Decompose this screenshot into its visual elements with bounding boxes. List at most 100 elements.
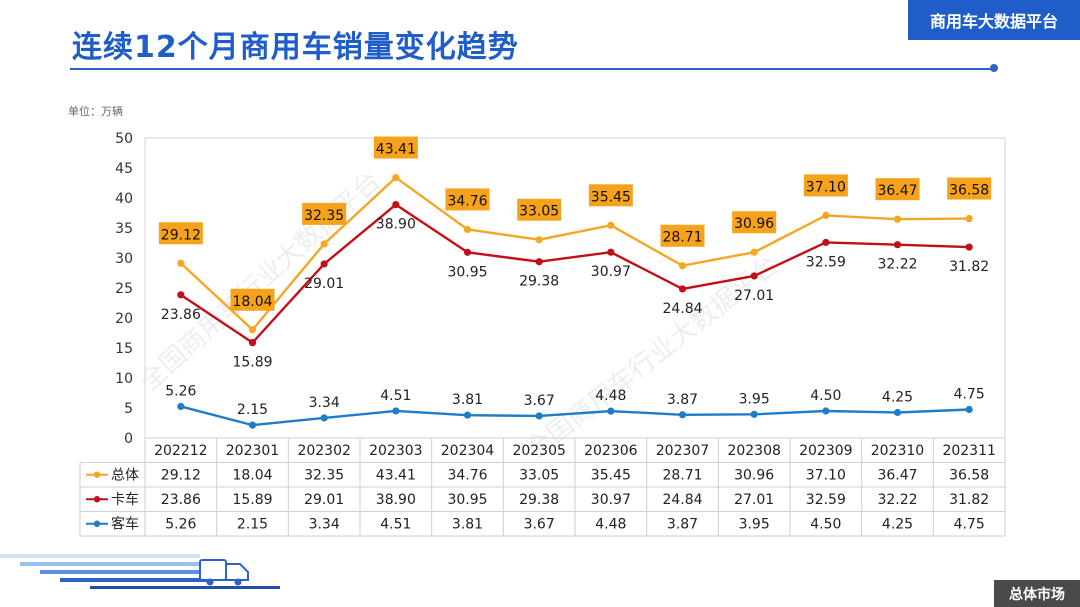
data-point-total <box>248 326 257 334</box>
data-label-box-total <box>230 288 275 311</box>
data-label-total: 33.05 <box>519 204 559 220</box>
data-label-bus: 4.75 <box>954 387 985 403</box>
data-label-truck: 32.22 <box>877 257 917 273</box>
data-label-total: 36.47 <box>877 183 917 199</box>
table-cell: 4.75 <box>954 517 985 533</box>
table-cell: 15.89 <box>232 492 272 508</box>
data-label-truck: 31.82 <box>949 259 989 275</box>
table-cell: 3.95 <box>739 517 770 533</box>
data-label-bus: 2.15 <box>237 402 268 418</box>
y-tick-label: 25 <box>115 281 133 297</box>
data-label-box-total <box>158 222 203 245</box>
table-cell: 4.48 <box>595 517 626 533</box>
table-cell: 28.71 <box>662 468 702 484</box>
brand-banner: 商用车大数据平台 <box>908 0 1080 40</box>
watermark-text: 全国商用车行业大数据平台 <box>521 250 785 466</box>
y-tick-label: 35 <box>115 221 133 237</box>
data-point-total <box>607 221 615 229</box>
x-tick-label: 202309 <box>799 443 852 459</box>
data-label-bus: 3.81 <box>452 392 483 408</box>
data-label-truck: 24.84 <box>662 301 702 317</box>
data-label-truck: 23.86 <box>161 307 201 323</box>
data-label-box-total <box>660 224 705 247</box>
table-cell: 29.12 <box>161 468 201 484</box>
x-tick-label: 202303 <box>369 443 422 459</box>
data-label-box-total <box>947 177 992 200</box>
data-label-total: 32.35 <box>304 208 344 224</box>
legend-marker <box>93 471 101 478</box>
data-point-truck <box>463 248 472 256</box>
y-tick-label: 30 <box>115 251 133 267</box>
title-divider <box>70 68 995 70</box>
y-tick-label: 20 <box>115 311 133 327</box>
data-label-bus: 4.25 <box>882 390 913 406</box>
data-label-truck: 38.90 <box>376 217 416 233</box>
data-label-truck: 32.59 <box>806 254 846 270</box>
table-cell: 3.34 <box>309 517 340 533</box>
data-point-total <box>893 215 902 223</box>
data-point-truck <box>893 241 902 249</box>
data-label-box-total <box>588 184 633 207</box>
table-cell: 30.95 <box>447 492 487 508</box>
data-label-total: 36.58 <box>949 183 989 199</box>
data-label-bus: 5.26 <box>165 383 196 399</box>
x-tick-label: 202306 <box>584 443 638 459</box>
data-label-total: 28.71 <box>662 230 702 246</box>
table-cell: 30.96 <box>734 468 774 484</box>
data-label-box-total <box>373 136 418 159</box>
table-cell: 30.97 <box>591 492 631 508</box>
section-tag: 总体市场 <box>994 580 1080 607</box>
data-point-bus <box>177 402 185 411</box>
data-point-truck <box>320 260 328 268</box>
table-cell: 27.01 <box>734 492 774 508</box>
data-point-total <box>822 211 830 219</box>
x-tick-label: 202311 <box>942 443 995 459</box>
data-point-total <box>965 214 973 223</box>
data-point-truck <box>392 201 400 209</box>
table-cell: 4.25 <box>882 517 913 533</box>
data-label-total: 30.96 <box>734 216 774 232</box>
x-tick-label: 202302 <box>297 443 350 459</box>
x-tick-label: 202310 <box>871 443 924 459</box>
y-tick-label: 40 <box>115 191 133 207</box>
x-tick-label: 202212 <box>154 443 207 459</box>
data-point-total <box>320 240 328 248</box>
x-tick-label: 202308 <box>727 443 780 459</box>
data-label-total: 37.10 <box>806 179 846 195</box>
table-cell: 36.47 <box>877 468 917 484</box>
data-point-bus <box>893 408 902 417</box>
table-cell: 23.86 <box>161 492 201 508</box>
data-point-total <box>750 248 758 256</box>
data-label-box-total <box>803 174 848 197</box>
data-label-truck: 30.95 <box>447 264 487 280</box>
table-cell: 32.59 <box>806 492 846 508</box>
data-point-total <box>463 225 472 234</box>
x-tick-label: 202307 <box>656 443 709 459</box>
data-label-total: 29.12 <box>161 227 201 243</box>
data-label-bus: 3.87 <box>667 392 698 408</box>
series-line-truck <box>180 203 970 344</box>
table-cell: 33.05 <box>519 468 559 484</box>
x-tick-label: 202305 <box>512 443 565 459</box>
x-tick-label: 202301 <box>226 443 279 459</box>
data-point-total <box>535 236 543 244</box>
table-cell: 36.58 <box>949 468 989 484</box>
data-label-truck: 27.01 <box>734 288 774 304</box>
data-label-truck: 29.38 <box>519 274 559 290</box>
data-point-bus <box>822 407 830 415</box>
table-cell: 4.50 <box>810 517 841 533</box>
table-cell: 35.45 <box>591 468 631 484</box>
data-point-truck <box>607 248 615 256</box>
data-point-total <box>177 259 185 267</box>
data-point-bus <box>965 405 973 414</box>
data-label-bus: 4.48 <box>595 388 626 404</box>
table-cell: 4.51 <box>380 517 411 533</box>
data-point-truck <box>750 272 758 280</box>
data-label-truck: 29.01 <box>304 276 344 292</box>
data-point-bus <box>678 411 687 419</box>
title-divider-dot <box>990 64 998 72</box>
page-title: 连续12个月商用车销量变化趋势 <box>72 30 519 65</box>
table-cell: 3.67 <box>524 517 555 533</box>
y-tick-label: 5 <box>124 401 133 417</box>
